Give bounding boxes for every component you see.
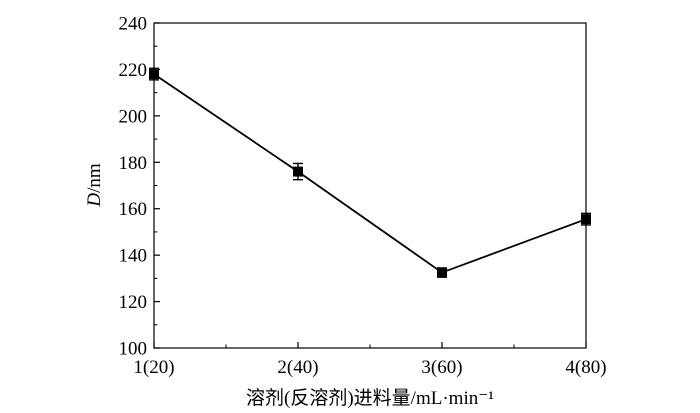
y-tick-label: 140	[119, 246, 148, 267]
x-tick-label: 3(60)	[421, 357, 462, 378]
data-point	[437, 267, 447, 278]
y-tick-label: 120	[119, 292, 148, 313]
data-point	[149, 69, 159, 80]
y-tick-label: 200	[119, 106, 148, 127]
x-tick-label: 1(20)	[133, 357, 174, 378]
y-tick-label: 180	[119, 153, 148, 174]
y-tick-label: 160	[119, 199, 148, 220]
y-tick-label: 220	[119, 60, 148, 81]
y-tick-label: 100	[119, 339, 148, 360]
x-tick-label: 4(80)	[565, 357, 606, 378]
data-point	[581, 214, 591, 225]
y-axis-title-unit: /nm	[84, 163, 105, 193]
series-line	[153, 73, 587, 274]
x-tick-label: 2(40)	[277, 357, 318, 378]
series-group	[149, 67, 591, 278]
x-axis: 1(20) 2(40) 3(60) 4(80)	[133, 342, 607, 378]
plot-frame	[153, 22, 587, 349]
y-axis-title-symbol: D	[84, 193, 105, 208]
x-axis-title: 溶剂(反溶剂)进料量/mL·min⁻¹	[246, 387, 494, 409]
y-axis-title: D/nm	[84, 163, 105, 208]
data-point	[293, 166, 303, 177]
y-tick-label: 240	[119, 14, 148, 35]
